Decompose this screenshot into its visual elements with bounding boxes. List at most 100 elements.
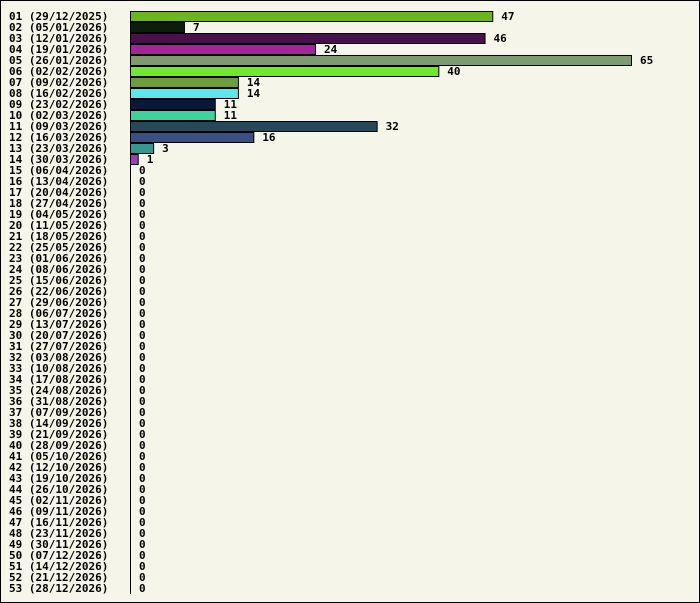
category-label: 21 (18/05/2026) <box>9 230 108 243</box>
category-label: 05 (26/01/2026) <box>9 54 108 67</box>
category-label: 42 (12/10/2026) <box>9 461 108 474</box>
bar <box>130 77 239 88</box>
category-label: 10 (02/03/2026) <box>9 109 108 122</box>
category-label: 32 (03/08/2026) <box>9 351 108 364</box>
value-label: 0 <box>139 384 146 397</box>
category-label: 31 (27/07/2026) <box>9 340 108 353</box>
value-label: 32 <box>386 120 399 133</box>
value-label: 0 <box>139 571 146 584</box>
category-label: 11 (09/03/2026) <box>9 120 108 133</box>
value-label: 65 <box>640 54 653 67</box>
value-label: 0 <box>139 208 146 221</box>
category-label: 35 (24/08/2026) <box>9 384 108 397</box>
category-label: 36 (31/08/2026) <box>9 395 108 408</box>
category-label: 41 (05/10/2026) <box>9 450 108 463</box>
value-label: 11 <box>224 98 238 111</box>
category-label: 16 (13/04/2026) <box>9 175 108 188</box>
category-label: 17 (20/04/2026) <box>9 186 108 199</box>
category-label: 20 (11/05/2026) <box>9 219 108 232</box>
category-label: 50 (07/12/2026) <box>9 549 108 562</box>
bar <box>130 121 378 132</box>
category-label: 28 (06/07/2026) <box>9 307 108 320</box>
value-label: 0 <box>139 307 146 320</box>
value-label: 0 <box>139 450 146 463</box>
category-label: 48 (23/11/2026) <box>9 527 108 540</box>
category-label: 39 (21/09/2026) <box>9 428 108 441</box>
category-label: 23 (01/06/2026) <box>9 252 108 265</box>
category-label: 46 (09/11/2026) <box>9 505 108 518</box>
bar <box>130 33 486 44</box>
bar <box>130 11 494 22</box>
value-label: 0 <box>139 274 146 287</box>
category-label: 06 (02/02/2026) <box>9 65 108 78</box>
bar <box>130 55 632 66</box>
category-label: 14 (30/03/2026) <box>9 153 108 166</box>
category-label: 45 (02/11/2026) <box>9 494 108 507</box>
value-label: 0 <box>139 439 146 452</box>
value-label: 0 <box>139 483 146 496</box>
category-label: 12 (16/03/2026) <box>9 131 108 144</box>
category-label: 38 (14/09/2026) <box>9 417 108 430</box>
category-label: 51 (14/12/2026) <box>9 560 108 573</box>
bar <box>130 88 239 99</box>
value-label: 0 <box>139 164 146 177</box>
value-label: 0 <box>139 175 146 188</box>
value-label: 0 <box>139 505 146 518</box>
value-label: 0 <box>139 197 146 210</box>
bar <box>130 44 316 55</box>
value-label: 0 <box>139 527 146 540</box>
value-label: 24 <box>324 43 338 56</box>
category-label: 44 (26/10/2026) <box>9 483 108 496</box>
value-label: 7 <box>193 21 200 34</box>
category-label: 18 (27/04/2026) <box>9 197 108 210</box>
category-label: 08 (16/02/2026) <box>9 87 108 100</box>
value-label: 0 <box>139 428 146 441</box>
value-label: 0 <box>139 461 146 474</box>
category-label: 22 (25/05/2026) <box>9 241 108 254</box>
category-label: 40 (28/09/2026) <box>9 439 108 452</box>
category-label: 33 (10/08/2026) <box>9 362 108 375</box>
value-label: 0 <box>139 230 146 243</box>
value-label: 0 <box>139 340 146 353</box>
category-label: 34 (17/08/2026) <box>9 373 108 386</box>
category-label: 01 (29/12/2025) <box>9 10 108 23</box>
value-label: 1 <box>147 153 154 166</box>
value-label: 14 <box>247 87 261 100</box>
category-label: 09 (23/02/2026) <box>9 98 108 111</box>
value-label: 3 <box>162 142 169 155</box>
category-label: 15 (06/04/2026) <box>9 164 108 177</box>
value-label: 16 <box>262 131 276 144</box>
category-label: 24 (08/06/2026) <box>9 263 108 276</box>
value-label: 0 <box>139 549 146 562</box>
value-label: 0 <box>139 186 146 199</box>
value-label: 47 <box>501 10 514 23</box>
value-label: 0 <box>139 329 146 342</box>
bar <box>130 99 216 110</box>
value-label: 0 <box>139 252 146 265</box>
category-label: 49 (30/11/2026) <box>9 538 108 551</box>
value-label: 0 <box>139 516 146 529</box>
category-label: 43 (19/10/2026) <box>9 472 108 485</box>
category-label: 27 (29/06/2026) <box>9 296 108 309</box>
category-label: 03 (12/01/2026) <box>9 32 108 45</box>
value-label: 0 <box>139 417 146 430</box>
value-label: 0 <box>139 406 146 419</box>
bar <box>130 110 216 121</box>
value-label: 0 <box>139 318 146 331</box>
value-label: 0 <box>139 582 146 595</box>
category-label: 13 (23/03/2026) <box>9 142 108 155</box>
category-label: 29 (13/07/2026) <box>9 318 108 331</box>
category-label: 37 (07/09/2026) <box>9 406 108 419</box>
value-label: 14 <box>247 76 261 89</box>
category-label: 25 (15/06/2026) <box>9 274 108 287</box>
value-label: 0 <box>139 560 146 573</box>
category-label: 02 (05/01/2026) <box>9 21 108 34</box>
value-label: 0 <box>139 263 146 276</box>
bar <box>130 143 155 154</box>
value-label: 0 <box>139 538 146 551</box>
bar <box>130 132 255 143</box>
value-label: 0 <box>139 362 146 375</box>
bar <box>130 22 185 33</box>
category-label: 19 (04/05/2026) <box>9 208 108 221</box>
